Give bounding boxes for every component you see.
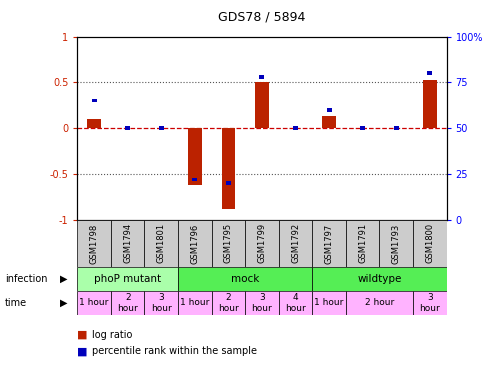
Text: 2
hour: 2 hour: [218, 293, 239, 313]
Bar: [178, 220, 212, 267]
Text: 4
hour: 4 hour: [285, 293, 306, 313]
Bar: [178, 267, 312, 291]
Text: 3
hour: 3 hour: [251, 293, 272, 313]
Text: GSM1796: GSM1796: [190, 223, 199, 264]
Bar: [312, 291, 346, 315]
Bar: [77, 220, 111, 267]
Bar: [255, 82, 268, 128]
Text: GSM1794: GSM1794: [123, 223, 132, 264]
Bar: [159, 126, 164, 130]
Bar: [394, 126, 399, 130]
Bar: [125, 126, 130, 130]
Bar: [87, 119, 101, 128]
Text: ■: ■: [77, 346, 88, 356]
Bar: [145, 291, 178, 315]
Text: GSM1798: GSM1798: [90, 223, 99, 264]
Text: 1 hour: 1 hour: [314, 298, 344, 307]
Bar: [77, 267, 178, 291]
Text: phoP mutant: phoP mutant: [94, 274, 161, 284]
Text: mock: mock: [231, 274, 259, 284]
Text: ▶: ▶: [60, 298, 68, 308]
Bar: [212, 220, 245, 267]
Bar: [222, 128, 235, 209]
Bar: [192, 178, 197, 181]
Text: GSM1801: GSM1801: [157, 223, 166, 264]
Text: GDS78 / 5894: GDS78 / 5894: [218, 11, 306, 24]
Bar: [212, 291, 245, 315]
Text: GSM1800: GSM1800: [425, 223, 434, 264]
Bar: [413, 220, 447, 267]
Bar: [111, 291, 145, 315]
Text: wildtype: wildtype: [357, 274, 402, 284]
Bar: [293, 126, 298, 130]
Bar: [245, 291, 279, 315]
Bar: [413, 291, 447, 315]
Text: GSM1795: GSM1795: [224, 223, 233, 264]
Text: GSM1793: GSM1793: [392, 223, 401, 264]
Text: GSM1792: GSM1792: [291, 223, 300, 264]
Bar: [360, 126, 365, 130]
Text: GSM1791: GSM1791: [358, 223, 367, 264]
Bar: [259, 75, 264, 79]
Bar: [77, 291, 111, 315]
Bar: [111, 220, 145, 267]
Text: GSM1797: GSM1797: [325, 223, 334, 264]
Bar: [379, 220, 413, 267]
Bar: [178, 291, 212, 315]
Bar: [145, 220, 178, 267]
Text: 3
hour: 3 hour: [151, 293, 172, 313]
Text: infection: infection: [5, 274, 47, 284]
Bar: [279, 291, 312, 315]
Text: log ratio: log ratio: [92, 330, 133, 340]
Bar: [326, 108, 332, 112]
Bar: [92, 99, 97, 102]
Text: 1 hour: 1 hour: [180, 298, 210, 307]
Text: time: time: [5, 298, 27, 308]
Bar: [312, 220, 346, 267]
Bar: [279, 220, 312, 267]
Text: percentile rank within the sample: percentile rank within the sample: [92, 346, 257, 356]
Bar: [245, 220, 279, 267]
Text: GSM1799: GSM1799: [257, 223, 266, 264]
Bar: [226, 181, 231, 185]
Text: 2 hour: 2 hour: [365, 298, 394, 307]
Bar: [322, 116, 336, 128]
Text: 3
hour: 3 hour: [420, 293, 440, 313]
Bar: [346, 291, 413, 315]
Text: ▶: ▶: [60, 274, 68, 284]
Bar: [423, 79, 437, 128]
Text: ■: ■: [77, 330, 88, 340]
Text: 1 hour: 1 hour: [79, 298, 109, 307]
Text: 2
hour: 2 hour: [117, 293, 138, 313]
Bar: [312, 267, 447, 291]
Bar: [188, 128, 202, 185]
Bar: [427, 71, 432, 75]
Bar: [346, 220, 379, 267]
